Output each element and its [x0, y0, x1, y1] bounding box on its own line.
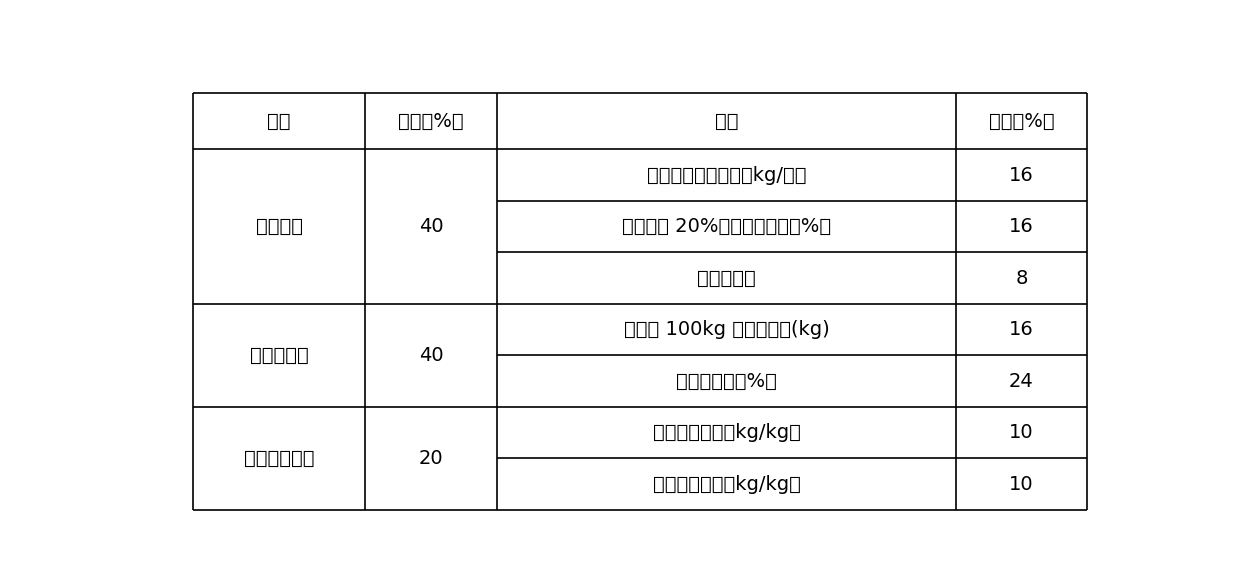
- Text: 项目: 项目: [268, 112, 291, 131]
- Text: 减少磷肂 20%的产量降低率（%）: 减少磷肂 20%的产量降低率（%）: [622, 217, 831, 236]
- Text: 磷肂利用率: 磷肂利用率: [250, 346, 309, 365]
- Text: 正常施肥小麦产量（kg/亩）: 正常施肥小麦产量（kg/亩）: [647, 166, 806, 185]
- Text: 16: 16: [1009, 166, 1034, 185]
- Text: 小麦产量: 小麦产量: [255, 217, 303, 236]
- Text: 40: 40: [419, 217, 444, 236]
- Text: 24: 24: [1009, 372, 1034, 390]
- Text: 权重（%）: 权重（%）: [398, 112, 464, 131]
- Text: 磷肂偏生产力（kg/kg）: 磷肂偏生产力（kg/kg）: [652, 475, 801, 493]
- Text: 16: 16: [1009, 217, 1034, 236]
- Text: 40: 40: [419, 346, 444, 365]
- Text: 16: 16: [1009, 320, 1034, 339]
- Text: 磷肂农学效率: 磷肂农学效率: [244, 449, 315, 468]
- Text: 20: 20: [419, 449, 444, 468]
- Text: 磷肂农学效率（kg/kg）: 磷肂农学效率（kg/kg）: [652, 423, 801, 442]
- Text: 10: 10: [1009, 475, 1034, 493]
- Text: 指标: 指标: [714, 112, 738, 131]
- Text: 权重（%）: 权重（%）: [988, 112, 1054, 131]
- Text: 8: 8: [1016, 269, 1028, 288]
- Text: 10: 10: [1009, 423, 1034, 442]
- Text: 每生产 100kg 籍粒需磷量(kg): 每生产 100kg 籍粒需磷量(kg): [624, 320, 830, 339]
- Text: 磷肂利用率（%）: 磷肂利用率（%）: [676, 372, 777, 390]
- Text: 磷收获指数: 磷收获指数: [697, 269, 756, 288]
